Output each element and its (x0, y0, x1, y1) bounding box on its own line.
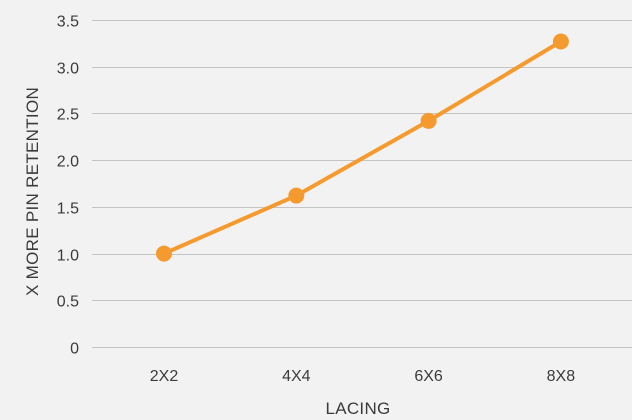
data-point (552, 33, 569, 50)
y-tick-label: 3.5 (57, 14, 79, 31)
y-tick-labels: 0 0.5 1.0 1.5 2.0 2.5 3.0 3.5 (57, 14, 79, 358)
y-axis-title: X MORE PIN RETENTION (23, 87, 42, 296)
y-tick-label: 0.5 (57, 294, 79, 311)
x-axis-title: LACING (325, 399, 390, 418)
data-point (288, 187, 305, 204)
x-tick-label: 2X2 (150, 368, 179, 385)
y-tick-label: 1.5 (57, 201, 79, 218)
data-point (420, 112, 437, 129)
y-tick-label: 2.0 (57, 154, 79, 171)
series-line (162, 39, 563, 256)
y-tick-label: 1.0 (57, 248, 79, 265)
data-points (156, 33, 569, 262)
x-tick-labels: 2X2 4X4 6X6 8X8 (150, 368, 575, 385)
x-tick-label: 8X8 (547, 368, 576, 385)
series-lines (162, 39, 563, 256)
y-tick-label: 2.5 (57, 107, 79, 124)
y-tick-label: 0 (70, 341, 79, 358)
data-point (156, 245, 172, 262)
x-tick-label: 4X4 (282, 368, 311, 385)
gridlines (92, 20, 632, 348)
y-tick-label: 3.0 (57, 61, 79, 78)
x-tick-label: 6X6 (414, 368, 443, 385)
